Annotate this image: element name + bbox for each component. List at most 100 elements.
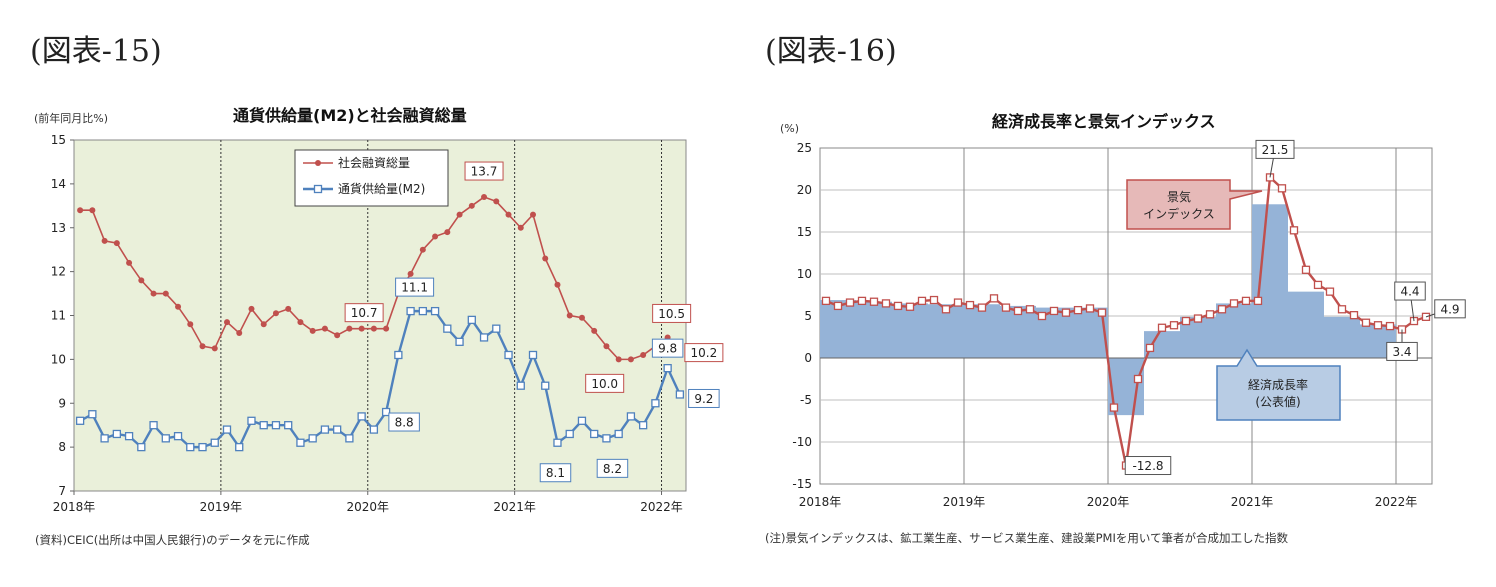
callout-index — [1126, 179, 1263, 230]
x-tick-label: 2021年 — [493, 500, 536, 514]
tsf-point — [640, 351, 647, 358]
tsf-point — [101, 237, 108, 244]
m2-point — [369, 425, 379, 434]
index-point — [1289, 226, 1299, 235]
y-tick-label: 9 — [58, 396, 66, 410]
index-point — [1097, 308, 1107, 317]
index-point — [1205, 310, 1215, 319]
index-point — [1217, 305, 1227, 314]
index-point — [977, 303, 987, 312]
y-tick-label: -5 — [800, 393, 812, 407]
tsf-point — [89, 207, 96, 214]
tsf-point — [77, 207, 84, 214]
y-tick-label: -15 — [792, 477, 812, 491]
gdp-bar — [856, 301, 892, 358]
legend-box — [294, 149, 449, 207]
data-label: 3.4 — [1392, 345, 1411, 359]
m2-point — [443, 324, 452, 333]
index-point — [1361, 318, 1371, 327]
m2-point — [577, 416, 587, 425]
m2-point — [626, 412, 636, 421]
data-label: 8.8 — [395, 416, 414, 430]
tsf-point — [481, 194, 488, 201]
data-label-box — [1434, 299, 1466, 319]
y-tick-label: 25 — [797, 141, 812, 155]
m2-point — [467, 315, 476, 325]
m2-point — [614, 429, 623, 439]
callout-gdp-label: 経済成長率 — [1248, 377, 1308, 392]
index-point — [929, 295, 939, 305]
index-point — [1373, 321, 1383, 330]
data-label-box — [652, 303, 692, 323]
tsf-point — [334, 332, 341, 339]
index-point — [845, 298, 855, 307]
tsf-point — [383, 325, 390, 332]
m2-point — [528, 350, 538, 360]
m2-point — [100, 434, 109, 443]
tsf-point — [236, 330, 243, 337]
index-point — [1169, 321, 1179, 330]
index-point — [881, 299, 891, 308]
m2-point — [430, 306, 440, 316]
tsf-point — [493, 198, 500, 205]
legend-marker-tsf — [315, 160, 321, 166]
callout-gdp — [1216, 348, 1341, 421]
index-point — [833, 301, 843, 311]
m2-point — [565, 429, 574, 439]
tsf-point — [554, 281, 561, 288]
y-tick-label: 15 — [51, 133, 66, 147]
index-point — [893, 301, 903, 311]
data-label: -12.8 — [1132, 459, 1163, 473]
tsf-point — [407, 270, 414, 277]
y-unit-right: (%) — [780, 122, 800, 135]
tsf-point — [468, 202, 475, 209]
m2-point — [124, 432, 134, 441]
y-tick-label: 8 — [58, 440, 66, 454]
m2-point — [308, 434, 317, 443]
tsf-point — [248, 305, 255, 312]
x-tick-label: 2018年 — [53, 500, 96, 514]
chart-title-right: 経済成長率と景気インデックス — [992, 112, 1216, 131]
data-label: 21.5 — [1262, 143, 1289, 157]
m2-point — [651, 399, 660, 408]
data-label: 10.7 — [351, 306, 378, 320]
x-tick-label: 2022年 — [640, 500, 683, 514]
m2-point — [137, 442, 146, 452]
legend-label-tsf: 社会融資総量 — [338, 155, 410, 170]
index-point — [1313, 280, 1323, 290]
gdp-bar — [964, 304, 1000, 358]
m2-point — [406, 306, 415, 316]
m2-point — [381, 407, 391, 417]
tsf-point — [530, 211, 536, 218]
gdp-bar — [1324, 316, 1360, 358]
index-point — [1073, 305, 1083, 315]
y-tick-label: 20 — [797, 183, 812, 197]
m2-point — [675, 390, 685, 399]
index-point — [1337, 305, 1347, 314]
m2-point — [284, 421, 293, 430]
y-tick-label: -10 — [792, 435, 812, 449]
m2-point — [639, 421, 648, 430]
index-point — [941, 305, 951, 314]
data-label: 8.2 — [603, 462, 622, 476]
data-label-box — [585, 373, 625, 393]
index-point — [1301, 265, 1311, 274]
callout-gdp-label: (公表値) — [1255, 394, 1300, 409]
data-label: 13.7 — [471, 165, 498, 179]
x-tick-label: 2018年 — [799, 495, 842, 509]
tsf-point — [224, 319, 230, 326]
index-point — [1277, 184, 1287, 193]
index-point — [1133, 374, 1143, 384]
index-point — [1061, 308, 1071, 317]
tsf-point — [505, 211, 512, 218]
data-label: 4.4 — [1400, 285, 1419, 299]
index-point — [953, 298, 963, 307]
legend-label-m2: 通貨供給量(M2) — [338, 181, 425, 196]
tsf-point — [578, 314, 585, 321]
tsf-point — [162, 290, 169, 297]
m2-point — [112, 429, 121, 439]
tsf-point — [603, 343, 610, 350]
m2-point — [173, 432, 183, 441]
